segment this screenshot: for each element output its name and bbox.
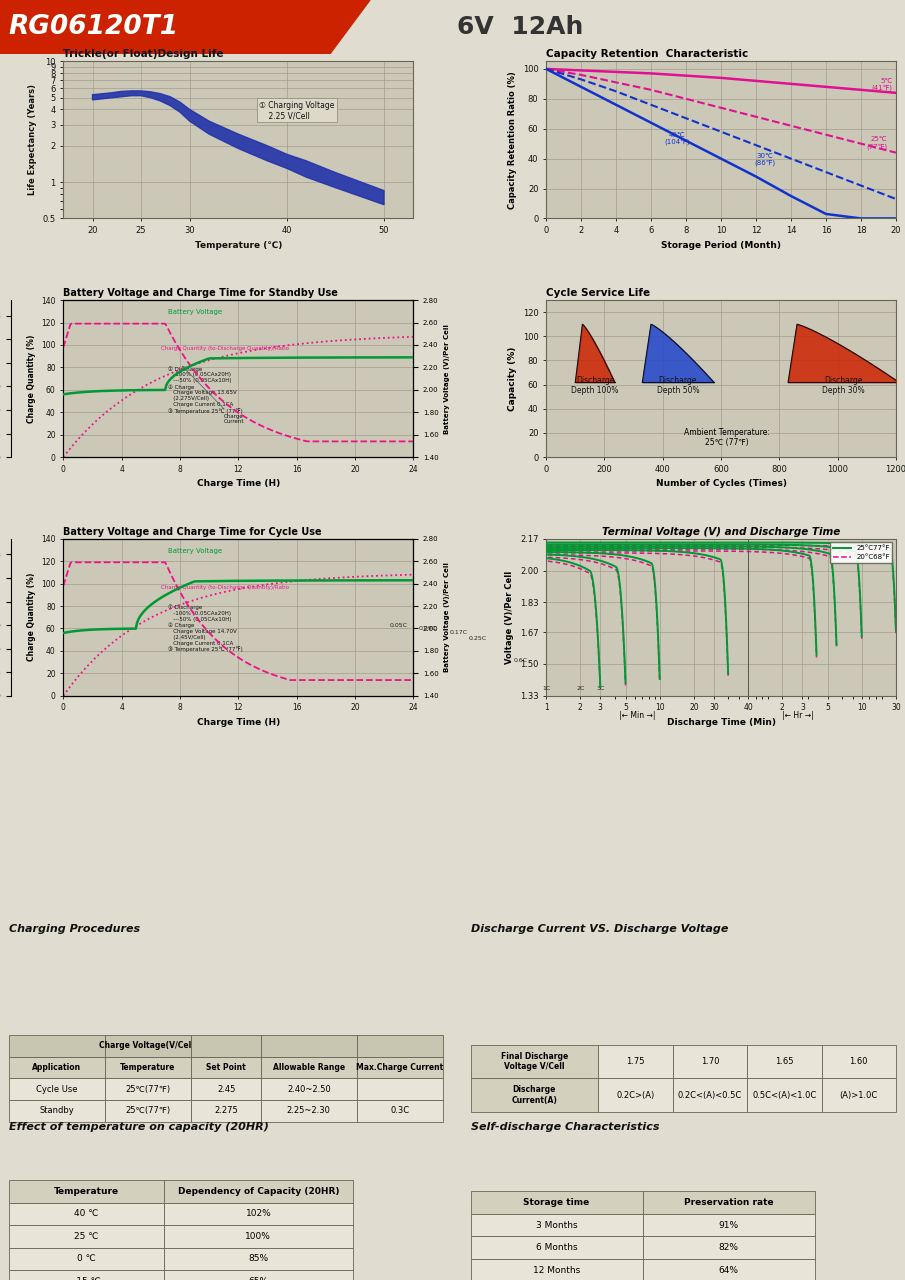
Text: 25℃
(77℉): 25℃ (77℉) xyxy=(866,136,887,150)
Text: RG06120T1: RG06120T1 xyxy=(8,14,178,40)
Text: Discharge
Depth 50%: Discharge Depth 50% xyxy=(656,376,700,396)
Text: Battery Voltage and Charge Time for Cycle Use: Battery Voltage and Charge Time for Cycl… xyxy=(63,526,322,536)
Text: |← Min →|: |← Min →| xyxy=(619,710,655,719)
Legend: 25°C77°F, 20°C68°F: 25°C77°F, 20°C68°F xyxy=(831,543,892,563)
Text: 0.25C: 0.25C xyxy=(469,636,487,641)
Text: 2C: 2C xyxy=(576,686,585,691)
Text: ① Discharge
   -100% (0.05CAx20H)
   ---50% (0.05CAx10H)
② Charge
   Charge Volt: ① Discharge -100% (0.05CAx20H) ---50% (0… xyxy=(168,604,243,653)
Text: Battery Voltage: Battery Voltage xyxy=(168,548,223,554)
Title: Terminal Voltage (V) and Discharge Time: Terminal Voltage (V) and Discharge Time xyxy=(602,526,840,536)
X-axis label: Discharge Time (Min): Discharge Time (Min) xyxy=(667,718,776,727)
Y-axis label: Capacity (%): Capacity (%) xyxy=(509,347,517,411)
Text: Capacity Retention  Characteristic: Capacity Retention Characteristic xyxy=(546,49,748,59)
Text: 3C: 3C xyxy=(596,686,605,691)
Polygon shape xyxy=(92,91,384,205)
Text: Charge Quantity (to-Discharge Quantity)/Ratio: Charge Quantity (to-Discharge Quantity)/… xyxy=(161,585,290,590)
Text: ① Charging Voltage
    2.25 V/Cell: ① Charging Voltage 2.25 V/Cell xyxy=(259,101,335,120)
X-axis label: Storage Period (Month): Storage Period (Month) xyxy=(661,241,781,250)
Text: 30℃
(86℉): 30℃ (86℉) xyxy=(754,152,776,166)
Y-axis label: Battery Voltage (V)/Per Cell: Battery Voltage (V)/Per Cell xyxy=(444,324,450,434)
Text: 6V  12Ah: 6V 12Ah xyxy=(457,15,583,38)
Text: 5℃
(41℉): 5℃ (41℉) xyxy=(872,78,892,91)
Text: Ambient Temperature:
25℃ (77℉): Ambient Temperature: 25℃ (77℉) xyxy=(684,428,770,447)
Y-axis label: Charge Quantity (%): Charge Quantity (%) xyxy=(26,334,35,422)
Y-axis label: Capacity Retention Ratio (%): Capacity Retention Ratio (%) xyxy=(509,72,517,209)
Y-axis label: Life Expectancy (Years): Life Expectancy (Years) xyxy=(28,84,37,196)
X-axis label: Charge Time (H): Charge Time (H) xyxy=(196,718,280,727)
Text: Self-discharge Characteristics: Self-discharge Characteristics xyxy=(471,1123,659,1132)
Text: |← Hr →|: |← Hr →| xyxy=(782,710,814,719)
Text: Battery Voltage and Charge Time for Standby Use: Battery Voltage and Charge Time for Stan… xyxy=(63,288,338,298)
Text: Discharge Current VS. Discharge Voltage: Discharge Current VS. Discharge Voltage xyxy=(471,924,728,933)
Text: 1C: 1C xyxy=(542,686,550,691)
Text: Discharge
Depth 30%: Discharge Depth 30% xyxy=(822,376,865,396)
X-axis label: Charge Time (H): Charge Time (H) xyxy=(196,479,280,488)
Text: Discharge
Depth 100%: Discharge Depth 100% xyxy=(571,376,619,396)
Polygon shape xyxy=(0,0,370,54)
Text: Cycle Service Life: Cycle Service Life xyxy=(546,288,651,298)
Text: Charging Procedures: Charging Procedures xyxy=(9,924,140,933)
Y-axis label: Charge Quantity (%): Charge Quantity (%) xyxy=(26,573,35,662)
Text: Effect of temperature on capacity (20HR): Effect of temperature on capacity (20HR) xyxy=(9,1123,269,1132)
Y-axis label: Battery Voltage (V)/Per Cell: Battery Voltage (V)/Per Cell xyxy=(444,562,450,672)
Y-axis label: Voltage (V)/Per Cell: Voltage (V)/Per Cell xyxy=(505,571,514,664)
Text: 0.17C: 0.17C xyxy=(450,630,468,635)
Text: Charge
Current: Charge Current xyxy=(183,366,244,425)
Text: ① Discharge
   -100% (0.05CAx20H)
   ---50% (0.05CAx10H)
② Charge
   Charge Volt: ① Discharge -100% (0.05CAx20H) ---50% (0… xyxy=(168,366,243,413)
X-axis label: Temperature (℃): Temperature (℃) xyxy=(195,241,282,250)
X-axis label: Number of Cycles (Times): Number of Cycles (Times) xyxy=(655,479,786,488)
Text: 0.09C: 0.09C xyxy=(418,626,436,631)
Text: 40℃
(104℉): 40℃ (104℉) xyxy=(664,132,690,145)
Text: Charge Quantity (to-Discharge Quantity)/Ratio: Charge Quantity (to-Discharge Quantity)/… xyxy=(161,347,290,351)
Text: Battery Voltage: Battery Voltage xyxy=(168,310,223,315)
Text: Trickle(or Float)Design Life: Trickle(or Float)Design Life xyxy=(63,49,224,59)
Text: 0.05C: 0.05C xyxy=(389,622,407,627)
Text: 0.6C: 0.6C xyxy=(514,658,528,663)
